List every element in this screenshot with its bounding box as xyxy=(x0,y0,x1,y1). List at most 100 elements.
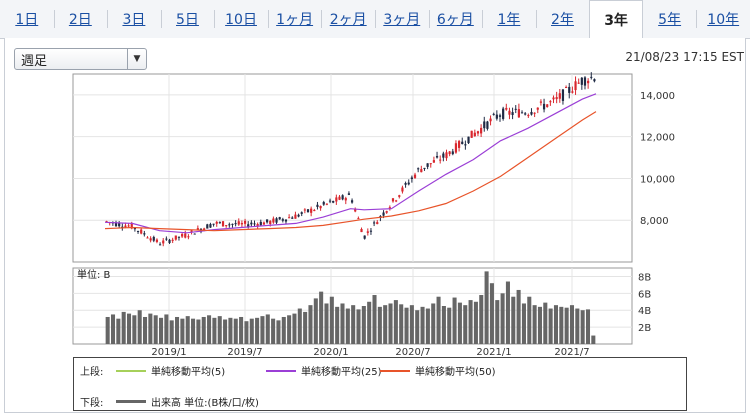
volume-bar xyxy=(233,318,238,344)
candle-body xyxy=(439,159,442,161)
candle-body xyxy=(423,167,426,169)
candle-body xyxy=(539,101,543,103)
candle-body xyxy=(124,225,127,228)
volume-bar xyxy=(121,311,126,344)
candle-body xyxy=(457,141,461,148)
volume-bar xyxy=(495,300,500,344)
candle-body xyxy=(577,82,580,84)
candle-body xyxy=(568,86,571,93)
legend-lower-label: 下段: xyxy=(80,398,104,409)
candle-body xyxy=(401,187,404,192)
tab-6[interactable]: 2ヶ月 xyxy=(329,12,367,28)
candle-body xyxy=(480,127,483,134)
candle-body xyxy=(432,160,436,163)
candle-body xyxy=(593,79,596,82)
candle-body xyxy=(410,177,413,180)
volume-bar xyxy=(126,313,132,344)
volume-bar xyxy=(580,310,585,344)
tab-4[interactable]: 10日 xyxy=(225,12,257,28)
candle-period-select[interactable]: 週足 ▼ xyxy=(14,48,147,70)
volume-bar xyxy=(159,317,164,344)
candle-body xyxy=(140,229,143,234)
tab-13[interactable]: 10年 xyxy=(707,12,740,28)
candle-body xyxy=(328,200,332,202)
candle-body xyxy=(385,211,388,213)
tab-10[interactable]: 2年 xyxy=(551,12,574,28)
candle-body xyxy=(203,228,206,231)
legend-ma5-label: 単純移動平均(5) xyxy=(151,367,226,378)
candle-body xyxy=(221,221,225,227)
volume-bar xyxy=(303,311,308,344)
candle-body xyxy=(502,108,505,119)
volume-bar xyxy=(255,317,260,344)
candle-body xyxy=(247,224,250,227)
tab-separator xyxy=(696,10,698,28)
candle-body xyxy=(225,225,228,227)
candle-body xyxy=(313,210,316,212)
tab-11[interactable]: 3年 xyxy=(589,0,643,39)
volume-bar xyxy=(473,301,478,344)
candle-body xyxy=(269,220,272,225)
volume-bar xyxy=(164,314,169,344)
candle-body xyxy=(146,237,149,239)
legend-lower-row: 下段: 出来高 単位:(B株/口/枚) xyxy=(80,394,680,409)
tab-7[interactable]: 3ヶ月 xyxy=(383,12,421,28)
candle-body xyxy=(583,77,587,86)
candle-body xyxy=(489,118,492,122)
price-plot-frame xyxy=(72,73,633,263)
candle-body xyxy=(395,200,398,202)
volume-bar xyxy=(425,308,430,344)
x-tick-label: 2021/7 xyxy=(554,347,589,358)
candle-body xyxy=(275,218,278,223)
candle-body xyxy=(376,222,379,225)
volume-bar xyxy=(351,305,356,344)
x-tick-label: 2021/1 xyxy=(476,347,511,358)
volume-bar xyxy=(441,306,446,344)
volume-bar xyxy=(383,305,388,344)
volume-bar xyxy=(287,315,292,344)
candle-body xyxy=(442,153,445,158)
candle-body xyxy=(549,101,552,103)
tab-12[interactable]: 5年 xyxy=(658,12,682,28)
volume-bar xyxy=(265,314,270,344)
tab-3[interactable]: 5日 xyxy=(176,12,199,28)
volume-bar xyxy=(516,289,521,344)
candle-body xyxy=(391,198,395,202)
legend-volume: 出来高 単位:(B株/口/枚) xyxy=(116,394,259,409)
volume-bar xyxy=(436,296,441,344)
tab-separator xyxy=(428,10,430,28)
tab-separator xyxy=(107,10,109,28)
tab-9[interactable]: 1年 xyxy=(497,12,521,28)
tab-0[interactable]: 1日 xyxy=(15,12,39,28)
volume-bar xyxy=(239,316,244,344)
candle-body xyxy=(524,113,527,115)
tab-2[interactable]: 3日 xyxy=(122,12,146,28)
candle-body xyxy=(174,235,177,240)
candle-body xyxy=(555,97,558,100)
tab-5[interactable]: 1ヶ月 xyxy=(276,12,314,28)
candle-body xyxy=(354,209,357,212)
tab-1[interactable]: 2日 xyxy=(68,12,92,28)
tab-separator xyxy=(53,10,55,28)
candle-body xyxy=(495,114,498,119)
candle-body xyxy=(118,222,121,227)
candle-body xyxy=(184,233,187,238)
volume-bar xyxy=(511,296,516,344)
candle-body xyxy=(420,169,423,173)
candle-body xyxy=(511,112,514,116)
volume-bar xyxy=(207,315,212,344)
tab-separator xyxy=(160,10,162,28)
candle-body xyxy=(121,226,124,228)
tab-8[interactable]: 6ヶ月 xyxy=(436,12,474,28)
candle-body xyxy=(407,182,410,185)
candle-body xyxy=(231,223,234,225)
legend-upper-row: 上段: 単純移動平均(5) 単純移動平均(25) 単純移動平均(50) xyxy=(80,363,680,378)
candle-body xyxy=(451,151,454,155)
volume-y-tick-label: 2B xyxy=(638,323,651,334)
volume-bar xyxy=(559,306,564,344)
candle-body xyxy=(470,130,473,138)
volume-bar xyxy=(340,303,345,344)
tab-separator xyxy=(321,10,323,28)
ma50-line-swatch xyxy=(380,369,410,372)
